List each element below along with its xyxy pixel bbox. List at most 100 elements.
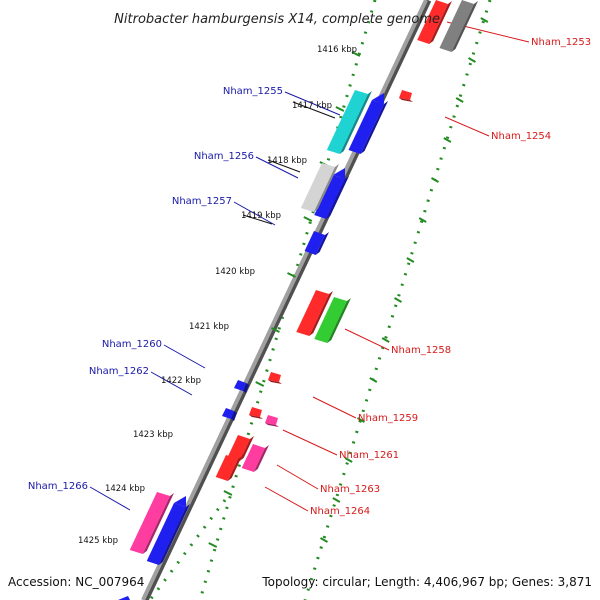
gene-label[interactable]: Nham_1256 bbox=[194, 151, 254, 162]
kbp-tick bbox=[320, 537, 328, 543]
leader-line bbox=[267, 159, 301, 173]
gene-label[interactable]: Nham_1253 bbox=[531, 37, 591, 48]
gene-bar-side bbox=[309, 291, 333, 336]
map-title: Nitrobacter hamburgensis X14, complete g… bbox=[114, 12, 440, 27]
gene-bar-side bbox=[429, 1, 452, 44]
kbp-tick bbox=[443, 137, 452, 143]
kbp-tick bbox=[223, 490, 233, 496]
gene-bar-side bbox=[313, 164, 339, 212]
reverse-gene-labels: Nham_1253 Nham_1254 Nham_1258 Nham_1259 … bbox=[310, 37, 591, 517]
kbp-tick bbox=[335, 106, 345, 112]
gene-label[interactable]: Nham_1260 bbox=[102, 339, 162, 350]
kbp-tick bbox=[357, 417, 365, 423]
kbp-label: 1422 kbp bbox=[161, 376, 201, 386]
kbp-tick bbox=[455, 97, 464, 103]
leader-line bbox=[89, 486, 131, 511]
kbp-tick bbox=[480, 17, 489, 23]
kbp-label: 1425 kbp bbox=[78, 536, 118, 546]
kbp-tick bbox=[369, 377, 378, 383]
gene-bar-side bbox=[339, 91, 372, 154]
leader-line bbox=[344, 328, 390, 351]
gene-bar bbox=[268, 372, 281, 382]
gene-label[interactable]: Nham_1263 bbox=[320, 484, 380, 495]
gene-arrowhead bbox=[333, 168, 345, 179]
gene-bar bbox=[439, 0, 474, 52]
gene-bar bbox=[399, 90, 412, 100]
gene-bar-side bbox=[326, 176, 349, 219]
gene-bar-side bbox=[142, 493, 174, 554]
kbp-tick bbox=[344, 457, 353, 463]
gene-bar bbox=[129, 492, 170, 554]
gene-arrowhead bbox=[174, 496, 186, 507]
kbp-tick bbox=[271, 327, 280, 333]
gene-bar bbox=[417, 0, 448, 44]
accession-text: Accession: NC_007964 bbox=[8, 575, 144, 589]
gene-label[interactable]: Nham_1259 bbox=[358, 413, 418, 424]
kbp-tick bbox=[208, 542, 218, 548]
kbp-label: 1423 kbp bbox=[133, 430, 173, 440]
leader-line bbox=[163, 344, 206, 369]
leader-line bbox=[312, 396, 357, 419]
leader-line bbox=[242, 214, 273, 225]
topology-text: Topology: circular; Length: 4,406,967 bp… bbox=[261, 575, 592, 589]
kbp-label: 1420 kbp bbox=[215, 267, 255, 277]
gene-label[interactable]: Nham_1258 bbox=[391, 345, 451, 356]
gene-bar bbox=[300, 163, 335, 212]
gene-bar-side bbox=[231, 411, 237, 421]
gene-bar bbox=[314, 175, 345, 219]
gene-label[interactable]: Nham_1262 bbox=[89, 366, 149, 377]
gene-bar bbox=[222, 408, 234, 419]
gene-bar-side bbox=[239, 436, 254, 461]
gene-label[interactable]: Nham_1261 bbox=[339, 450, 399, 461]
gene-bar bbox=[234, 380, 246, 391]
leader-line bbox=[284, 91, 341, 116]
gene-features bbox=[118, 0, 478, 600]
gene-bar bbox=[146, 503, 186, 565]
gene-bar bbox=[296, 290, 329, 336]
label-leaders bbox=[89, 21, 530, 512]
kbp-label: 1424 kbp bbox=[105, 484, 145, 494]
gene-bar-side bbox=[315, 232, 329, 255]
gene-label[interactable]: Nham_1266 bbox=[28, 481, 88, 492]
gene-label[interactable]: Nham_1257 bbox=[172, 196, 232, 207]
kbp-tick bbox=[255, 381, 265, 387]
kbp-scale: 1416 kbp 1417 kbp 1418 kbp 1419 kbp 1420… bbox=[78, 45, 357, 546]
gene-bar bbox=[265, 415, 278, 425]
gene-bar-side bbox=[249, 415, 263, 419]
kbp-tick bbox=[406, 257, 415, 263]
kbp-label: 1416 kbp bbox=[317, 45, 357, 55]
kbp-label: 1417 kbp bbox=[292, 101, 332, 111]
gene-arrowhead bbox=[372, 93, 384, 104]
gene-bar-side bbox=[243, 383, 249, 393]
gene-bar-side bbox=[227, 456, 242, 481]
kbp-tick bbox=[332, 497, 341, 503]
kbp-tick bbox=[303, 216, 313, 222]
gene-bar-side bbox=[265, 423, 279, 427]
leader-line bbox=[444, 116, 490, 137]
leader-line bbox=[150, 371, 193, 396]
gene-bar-side bbox=[253, 445, 269, 472]
kbp-label: 1418 kbp bbox=[267, 156, 307, 166]
gene-label[interactable]: Nham_1254 bbox=[491, 131, 551, 142]
kbp-tick bbox=[351, 51, 361, 57]
gene-bar-side bbox=[360, 101, 388, 154]
gene-bar bbox=[304, 231, 325, 255]
leader-line bbox=[264, 486, 309, 512]
kbp-ticks bbox=[208, 17, 489, 548]
leader-line bbox=[282, 429, 338, 456]
leader-line bbox=[276, 464, 319, 490]
kbp-label: 1421 kbp bbox=[189, 322, 229, 332]
gene-bar-side bbox=[399, 98, 413, 102]
kbp-label: 1419 kbp bbox=[241, 211, 281, 221]
gene-bar bbox=[314, 297, 347, 343]
gene-bar bbox=[227, 435, 250, 461]
kbp-tick bbox=[431, 177, 439, 183]
kbp-tick bbox=[381, 337, 390, 343]
gene-label[interactable]: Nham_1255 bbox=[223, 86, 283, 97]
gene-bar-side bbox=[327, 298, 351, 343]
gene-bar bbox=[241, 444, 265, 472]
gene-label[interactable]: Nham_1264 bbox=[310, 506, 370, 517]
gene-bar-side bbox=[268, 380, 282, 384]
gene-bar-side bbox=[158, 504, 190, 565]
